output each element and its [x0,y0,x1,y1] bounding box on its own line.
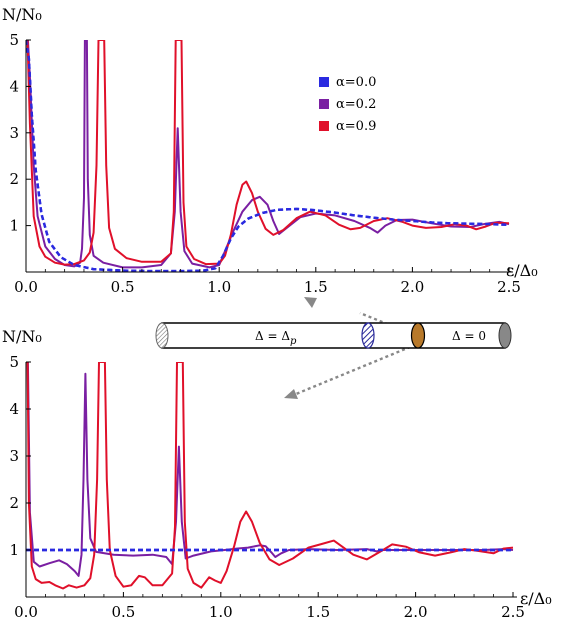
legend: α=0.0 α=0.2 α=0.9 [319,75,376,134]
top-y-tick-label: 5 [9,31,19,49]
inset-left-label: Δ = Δp [255,329,297,347]
legend-swatch [319,77,329,87]
bottom-x-tick-label: 1.0 [209,603,233,621]
top-x-tick-label: 2.5 [497,278,521,296]
top-x-tick-label: 1.0 [207,278,231,296]
bottom-series-2-line [26,362,514,590]
inset-arrow-upper-head [304,297,317,308]
top-x-tick-label: 2.0 [400,278,424,296]
bottom-xlabel: ε/Δ₀ [520,589,552,608]
wire-interface [410,322,426,349]
top-y-tick-label: 4 [9,77,19,95]
bottom-y-tick-label: 5 [9,353,19,371]
top-plot-curves [26,40,510,272]
bottom-panel: 0.0 0.5 1.0 1.5 2.0 2.5 1 2 3 4 5 N/N₀ ε/Δ₀ [2,327,552,621]
legend-swatch [319,99,329,109]
top-plot-axes: 0.0 0.5 1.0 1.5 2.0 2.5 1 2 3 4 5 [9,31,520,296]
inset-arrow-lower-head [284,389,298,399]
wire-left-end [155,322,169,349]
top-ylabel: N/N₀ [2,5,42,24]
bottom-x-tick-label: 2.5 [501,603,525,621]
legend-label: α=0.0 [336,75,376,90]
bottom-ylabel: N/N₀ [2,327,42,346]
bottom-x-tick-label: 0.0 [14,603,38,621]
legend-label: α=0.2 [336,97,376,112]
bottom-y-tick-label: 2 [9,494,19,512]
top-y-tick-label: 1 [9,217,19,235]
top-y-tick-label: 3 [9,124,19,142]
bottom-y-tick-label: 4 [9,400,19,418]
top-x-tick-label: 0.5 [111,278,135,296]
top-y-tick-label: 2 [9,170,19,188]
bottom-y-tick-label: 1 [9,541,19,559]
legend-swatch [319,121,329,131]
top-xlabel: ε/Δ₀ [506,261,538,280]
bottom-x-tick-label: 2.0 [404,603,428,621]
wire-right-end [498,322,512,349]
bottom-plot-axes: 0.0 0.5 1.0 1.5 2.0 2.5 1 2 3 4 5 [9,353,524,621]
bottom-plot-curves [26,362,514,590]
top-x-tick-label: 1.5 [304,278,328,296]
bottom-y-tick-label: 3 [9,447,19,465]
top-series-1-line [26,40,510,269]
bottom-x-tick-label: 1.5 [306,603,330,621]
top-series-2-line [26,40,510,266]
legend-label: α=0.9 [336,119,376,134]
wire-hatched-section [361,322,375,349]
bottom-x-tick-label: 0.5 [111,603,135,621]
top-x-tick-label: 0.0 [14,278,38,296]
top-series-0-overlay [26,40,510,272]
inset-right-label: Δ = 0 [452,329,486,343]
wire-inset: Δ = Δp Δ = 0 [155,297,512,399]
